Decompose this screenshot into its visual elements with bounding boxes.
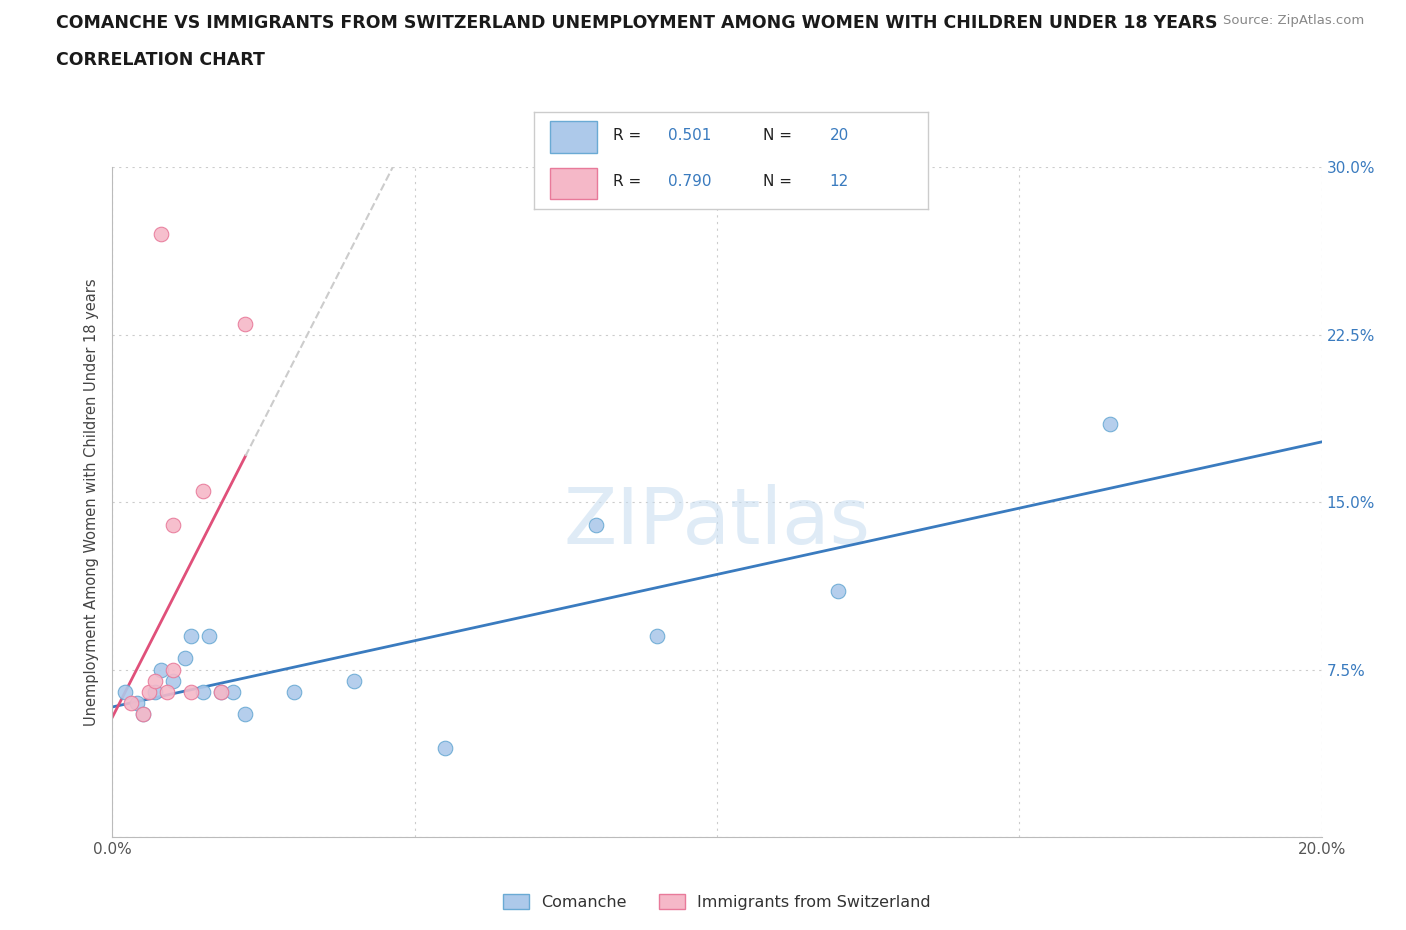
Point bbox=[585, 517, 607, 532]
Text: 12: 12 bbox=[830, 175, 849, 190]
Bar bbox=[550, 168, 598, 200]
Point bbox=[156, 684, 179, 699]
Point bbox=[235, 707, 257, 722]
Text: 0.790: 0.790 bbox=[668, 175, 711, 190]
Point bbox=[209, 684, 232, 699]
Point bbox=[343, 673, 366, 688]
Point bbox=[209, 684, 232, 699]
Point bbox=[174, 651, 197, 666]
Point bbox=[191, 484, 214, 498]
Point bbox=[149, 662, 172, 677]
Point bbox=[114, 684, 136, 699]
Point bbox=[143, 684, 166, 699]
Point bbox=[198, 629, 221, 644]
Text: Source: ZipAtlas.com: Source: ZipAtlas.com bbox=[1223, 14, 1364, 27]
Point bbox=[120, 696, 142, 711]
Point bbox=[132, 707, 155, 722]
Legend: Comanche, Immigrants from Switzerland: Comanche, Immigrants from Switzerland bbox=[496, 887, 938, 916]
Text: R =: R = bbox=[613, 127, 647, 142]
Point bbox=[827, 584, 849, 599]
Point bbox=[125, 696, 148, 711]
Text: ZIPatlas: ZIPatlas bbox=[564, 485, 870, 560]
Point bbox=[162, 517, 184, 532]
Point bbox=[433, 740, 456, 755]
Point bbox=[645, 629, 668, 644]
Bar bbox=[550, 122, 598, 153]
Text: R =: R = bbox=[613, 175, 647, 190]
Point bbox=[149, 227, 172, 242]
Point bbox=[162, 662, 184, 677]
Point bbox=[1098, 417, 1121, 432]
Point bbox=[222, 684, 245, 699]
Point bbox=[180, 629, 202, 644]
Text: CORRELATION CHART: CORRELATION CHART bbox=[56, 51, 266, 69]
Text: 0.501: 0.501 bbox=[668, 127, 711, 142]
Point bbox=[132, 707, 155, 722]
Y-axis label: Unemployment Among Women with Children Under 18 years: Unemployment Among Women with Children U… bbox=[84, 278, 100, 726]
Point bbox=[191, 684, 214, 699]
Point bbox=[143, 673, 166, 688]
Text: 20: 20 bbox=[830, 127, 849, 142]
Point bbox=[138, 684, 160, 699]
Point bbox=[162, 673, 184, 688]
Point bbox=[235, 316, 257, 331]
Text: N =: N = bbox=[762, 175, 796, 190]
Text: COMANCHE VS IMMIGRANTS FROM SWITZERLAND UNEMPLOYMENT AMONG WOMEN WITH CHILDREN U: COMANCHE VS IMMIGRANTS FROM SWITZERLAND … bbox=[56, 14, 1218, 32]
Point bbox=[283, 684, 305, 699]
Point bbox=[180, 684, 202, 699]
Text: N =: N = bbox=[762, 127, 796, 142]
